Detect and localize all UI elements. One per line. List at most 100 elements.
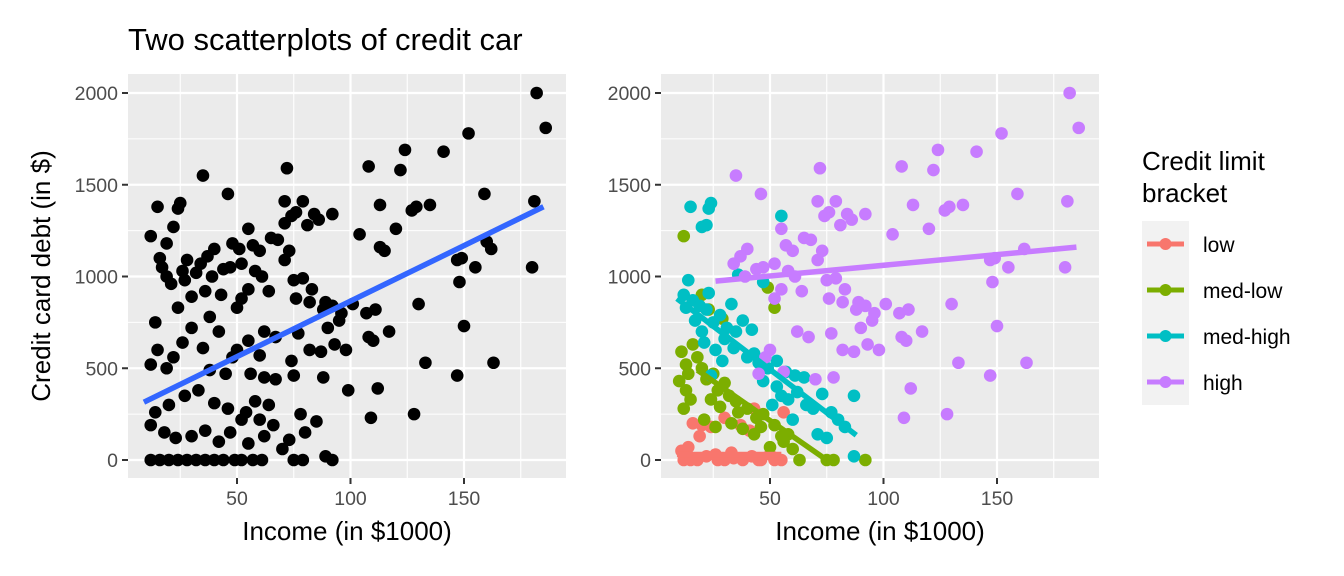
- data-point-all: [257, 325, 271, 338]
- data-point-all: [278, 253, 291, 267]
- data-point-all: [255, 453, 269, 467]
- data-point-all: [178, 273, 192, 287]
- data-point-all: [255, 270, 269, 283]
- data-point-med-high: [797, 371, 811, 384]
- data-point-all: [257, 371, 271, 384]
- data-point-med-high: [681, 273, 695, 287]
- data-point-all: [223, 426, 237, 439]
- data-point-high: [829, 272, 843, 285]
- data-point-all: [539, 121, 553, 135]
- data-point-all: [326, 207, 339, 221]
- x-tick-label: 100: [334, 488, 367, 510]
- data-point-all: [244, 367, 257, 381]
- x-axis-title-left: Income (in $1000): [242, 516, 452, 546]
- data-point-all: [353, 227, 366, 241]
- legend-item-med-high: med-high: [1147, 326, 1291, 349]
- legend-label: med-low: [1203, 280, 1283, 303]
- data-point-high: [809, 372, 822, 386]
- data-point-all: [366, 334, 380, 348]
- data-point-all: [296, 272, 310, 285]
- data-point-all: [462, 127, 475, 140]
- data-point-all: [371, 382, 385, 395]
- data-point-all: [164, 277, 178, 291]
- legend-point-icon: [1159, 238, 1172, 250]
- data-point-all: [208, 396, 221, 410]
- data-point-high: [931, 143, 945, 157]
- data-point-all: [167, 220, 180, 234]
- data-point-med-low: [754, 420, 768, 434]
- x-tick-label: 50: [759, 488, 781, 510]
- data-point-high: [811, 253, 824, 267]
- data-point-all: [246, 239, 260, 252]
- data-point-med-high: [775, 209, 788, 223]
- data-point-all: [235, 453, 248, 467]
- data-point-med-low: [736, 422, 750, 436]
- data-point-all: [242, 283, 255, 296]
- data-point-med-high: [786, 413, 799, 426]
- data-point-all: [160, 237, 173, 250]
- chart-title: Two scatterplots of credit car: [128, 22, 523, 57]
- legend-item-high: high: [1147, 372, 1243, 395]
- regression-line-all: [142, 204, 545, 405]
- data-point-all: [282, 433, 296, 447]
- data-point-high: [943, 200, 956, 214]
- data-point-all: [478, 187, 491, 201]
- data-point-high: [829, 194, 843, 208]
- data-point-med-high: [847, 450, 861, 463]
- data-point-med-low: [672, 374, 686, 388]
- data-point-all: [382, 325, 396, 338]
- data-point-all: [148, 316, 162, 329]
- data-point-med-high: [702, 202, 716, 215]
- data-point-high: [822, 292, 836, 305]
- data-point-all: [321, 321, 335, 335]
- regression-line-med-high: [675, 296, 858, 438]
- data-point-high: [1063, 86, 1076, 100]
- data-point-med-high: [709, 343, 722, 357]
- data-point-all: [310, 415, 323, 428]
- data-point-med-low: [677, 229, 691, 243]
- data-point-all: [144, 358, 158, 371]
- x-tick-label: 50: [226, 488, 248, 510]
- data-point-all: [287, 453, 301, 467]
- data-point-all: [198, 284, 212, 298]
- data-point-high: [859, 299, 872, 313]
- data-point-high: [818, 209, 831, 223]
- data-point-all: [212, 435, 226, 448]
- data-point-all: [162, 398, 176, 412]
- data-point-high: [879, 297, 893, 311]
- data-point-high: [970, 145, 983, 159]
- data-point-med-low: [763, 440, 777, 454]
- y-tick-label: 1500: [75, 175, 119, 197]
- data-point-high: [945, 297, 958, 311]
- data-point-med-low: [681, 367, 695, 381]
- data-point-all: [196, 341, 210, 355]
- data-point-all: [171, 453, 185, 467]
- data-point-all: [528, 194, 541, 208]
- data-point-all: [223, 261, 237, 274]
- data-point-all: [305, 283, 319, 296]
- data-point-med-low: [677, 402, 691, 415]
- data-point-all: [192, 383, 205, 397]
- data-point-high: [872, 343, 886, 357]
- data-point-all: [287, 369, 301, 382]
- data-point-high: [1020, 356, 1033, 370]
- data-point-high: [795, 284, 809, 298]
- data-point-all: [185, 429, 198, 443]
- data-point-med-high: [847, 389, 861, 403]
- data-point-high: [990, 319, 1004, 333]
- data-point-high: [840, 207, 854, 221]
- data-point-med-low: [827, 453, 840, 467]
- data-point-high: [802, 330, 815, 344]
- x-tick-label: 150: [448, 488, 481, 510]
- data-point-all: [198, 424, 212, 437]
- data-point-all: [307, 207, 321, 221]
- data-point-all: [437, 145, 450, 159]
- data-point-all: [162, 453, 176, 467]
- data-point-high: [861, 338, 874, 351]
- data-point-all: [278, 194, 291, 208]
- data-point-all: [153, 453, 167, 467]
- data-point-high: [834, 218, 847, 232]
- data-point-all: [205, 270, 219, 283]
- data-point-all: [196, 169, 210, 182]
- legend-key-background: [1142, 221, 1189, 405]
